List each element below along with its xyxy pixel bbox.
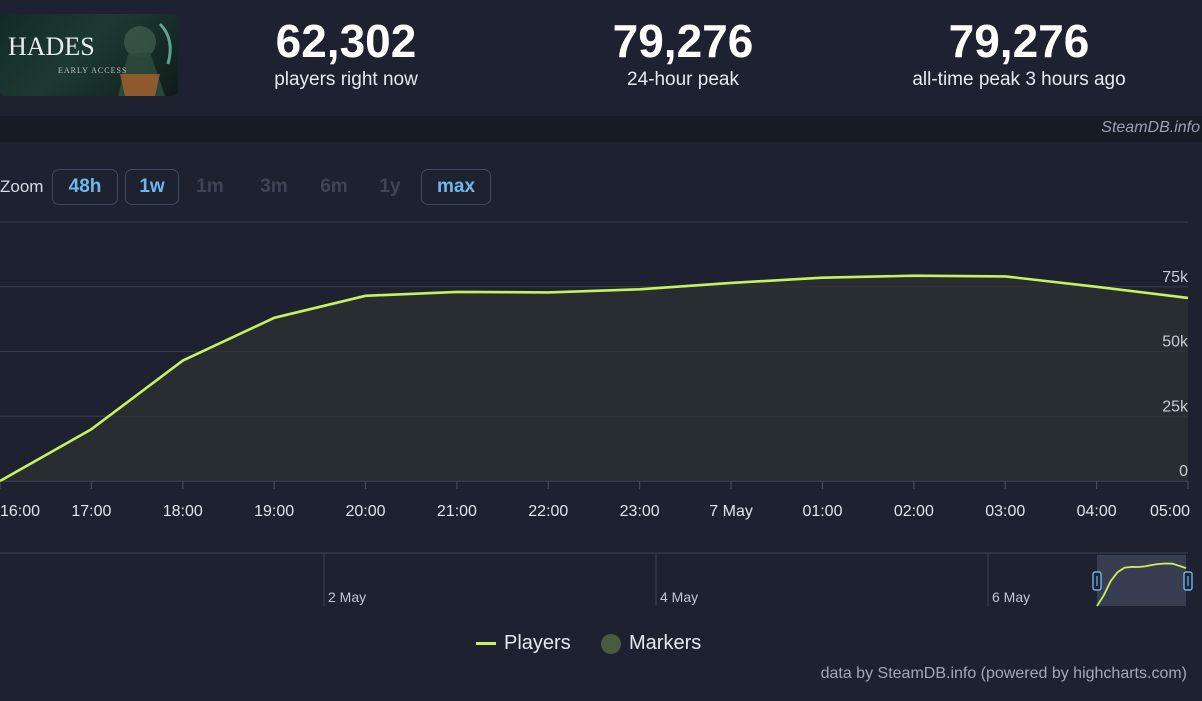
x-tick-label: 21:00 xyxy=(437,503,477,520)
players-legend-icon xyxy=(476,642,496,645)
legend-label: Players xyxy=(504,632,571,654)
y-tick-label: 50k xyxy=(1162,334,1189,351)
stat-all-time-peak: 79,276 all-time peak 3 hours ago xyxy=(889,14,1149,92)
x-tick-label: 19:00 xyxy=(254,503,294,520)
navigator-label: 6 May xyxy=(992,589,1030,605)
zoom-48h-button[interactable]: 48h xyxy=(52,169,118,205)
zoom-1m-button[interactable]: 1m xyxy=(196,176,224,197)
stat-current-players: 62,302 players right now xyxy=(216,14,476,92)
logo-subtitle: EARLY ACCESS xyxy=(58,66,128,75)
players-area-fill xyxy=(0,275,1188,481)
x-tick-label: 20:00 xyxy=(346,503,386,520)
x-tick-label: 18:00 xyxy=(163,503,203,520)
y-tick-label: 75k xyxy=(1162,269,1189,286)
highcharts-credit-link[interactable]: data by SteamDB.info (powered by highcha… xyxy=(820,665,1187,682)
players-series-line xyxy=(0,274,1189,483)
markers-legend-icon xyxy=(601,633,621,654)
legend-label: Markers xyxy=(629,632,702,654)
game-logo[interactable]: HADES EARLY ACCESS xyxy=(0,14,178,96)
x-tick-label: 02:00 xyxy=(894,503,934,520)
navigator-series-line xyxy=(1096,562,1187,607)
stat-label: players right now xyxy=(274,69,418,90)
zoom-3m-button[interactable]: 3m xyxy=(260,176,288,197)
x-tick-label: 03:00 xyxy=(985,503,1025,520)
stat-label: 24-hour peak xyxy=(627,69,739,90)
stat-value: 79,276 xyxy=(948,15,1090,67)
x-tick-label: 05:00 xyxy=(1150,503,1190,520)
zoom-max-button[interactable]: max xyxy=(421,169,491,205)
stat-label: all-time peak 3 hours ago xyxy=(912,69,1126,90)
x-axis-ticks: 16:00 17:00 18:00 19:00 20:00 21:00 22:00 23:00… xyxy=(0,481,1190,520)
navigator-label: 2 May xyxy=(328,589,366,605)
zoom-1w-button[interactable]: 1w xyxy=(125,169,179,205)
logo-title: HADES xyxy=(8,32,95,61)
stat-value: 62,302 xyxy=(275,15,417,67)
y-tick-label: 0 xyxy=(1179,463,1188,480)
zoom-label: Zoom xyxy=(0,177,44,196)
x-tick-label: 01:00 xyxy=(802,503,842,520)
x-tick-label: 16:00 xyxy=(0,503,40,520)
navigator-label: 4 May xyxy=(660,589,698,605)
zoom-6m-button[interactable]: 6m xyxy=(320,176,348,197)
zoom-1y-button[interactable]: 1y xyxy=(379,176,401,197)
divider-strip xyxy=(0,116,1202,142)
y-axis-ticks: 0 25k 50k 75k xyxy=(1162,269,1189,480)
legend-item-markers[interactable]: Markers xyxy=(601,632,701,655)
x-tick-label: 04:00 xyxy=(1077,503,1117,520)
x-tick-label: 7 May xyxy=(709,503,753,520)
stat-24h-peak: 79,276 24-hour peak xyxy=(553,14,813,92)
x-tick-label: 22:00 xyxy=(528,503,568,520)
x-tick-label: 17:00 xyxy=(71,503,111,520)
x-tick-label: 23:00 xyxy=(620,503,660,520)
y-tick-label: 25k xyxy=(1162,398,1189,415)
stat-value: 79,276 xyxy=(612,15,754,67)
legend-item-players[interactable]: Players xyxy=(476,632,571,655)
navigator: 2 May 4 May 6 May xyxy=(0,552,1193,607)
steamdb-credit-link[interactable]: SteamDB.info xyxy=(1101,119,1200,136)
header: HADES EARLY ACCESS 62,302 players right … xyxy=(0,0,1202,116)
